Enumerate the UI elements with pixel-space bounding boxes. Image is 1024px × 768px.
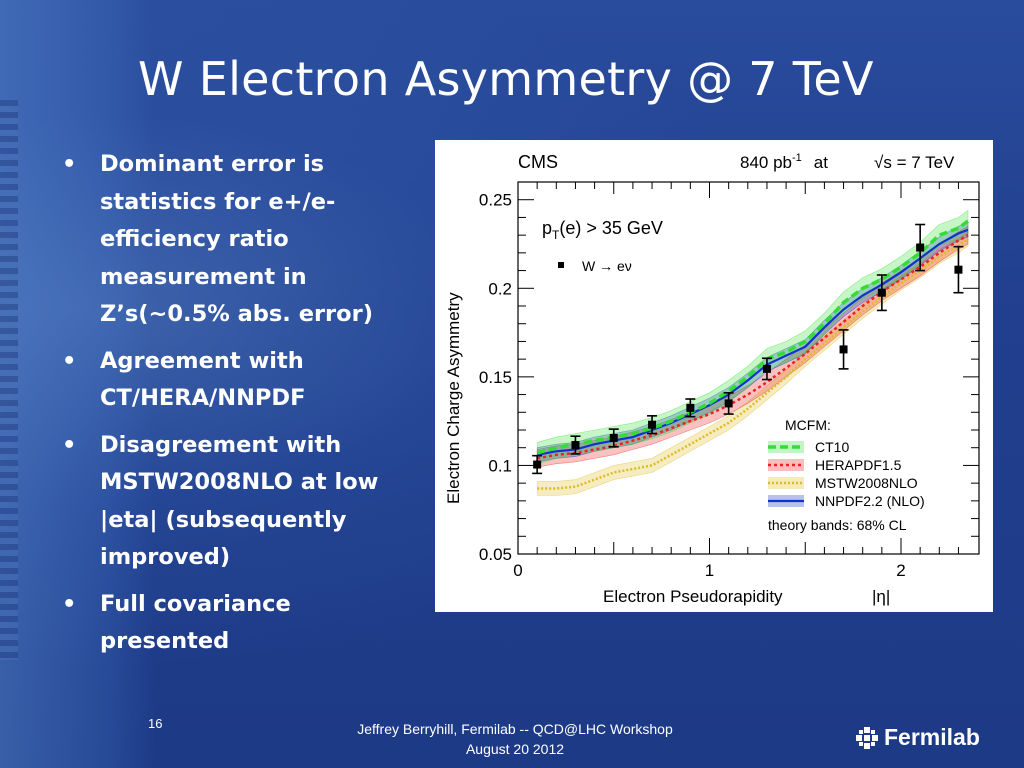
mcfm-title: MCFM: <box>785 417 831 433</box>
data-point <box>686 403 695 412</box>
asymmetry-chart: 0.05 0.1 0.15 0.2 0.25 0 1 2 CMS 840 pb-1 at √s … <box>444 152 980 606</box>
theory-legend: CT10 HERAPDF1.5 MSTW2008NLO NNPDF2.2 (NLO) <box>768 439 925 509</box>
y-tick-label: 0.05 <box>479 545 512 564</box>
footer-date: August 20 2012 <box>465 741 565 757</box>
data-point <box>609 433 618 442</box>
data-point <box>916 243 925 252</box>
data-legend-label: W → eν <box>582 258 632 274</box>
footer-author: Jeffrey Berryhill, Fermilab -- QCD@LHC W… <box>357 721 673 737</box>
bullet-icon: • <box>62 151 77 177</box>
energy-label: √s = 7 TeV <box>874 153 955 172</box>
background-light-band <box>0 0 155 768</box>
fermilab-logo: Fermilab <box>856 724 980 751</box>
x-axis-unit: |η| <box>872 587 890 606</box>
bullet-text: Disagreement with MSTW2008NLO at low |et… <box>100 431 379 571</box>
footer: Jeffrey Berryhill, Fermilab -- QCD@LHC W… <box>310 719 720 759</box>
bullet-icon: • <box>62 431 77 458</box>
bullet-text: Dominant error is statistics for e+/e- e… <box>100 151 373 327</box>
theory-note: theory bands: 68% CL <box>768 517 907 533</box>
slide-title: W Electron Asymmetry @ 7 TeV <box>138 52 874 106</box>
cut-label: pT(e) > 35 GeV <box>542 218 663 242</box>
y-tick-label: 0.15 <box>479 368 512 387</box>
data-point <box>877 288 886 297</box>
data-point <box>571 441 580 450</box>
band-mstw2008nlo <box>536 231 969 496</box>
page-number: 16 <box>148 716 163 731</box>
y-tick-label: 0.2 <box>488 279 512 298</box>
legend-label: HERAPDF1.5 <box>815 457 902 473</box>
background-left-stripe <box>0 100 18 660</box>
bullet-item: • Agreement with CT/HERA/NNPDF <box>62 343 382 418</box>
data-point <box>648 420 657 429</box>
bullet-icon: • <box>62 590 77 617</box>
chart-panel: 0.05 0.1 0.15 0.2 0.25 0 1 2 CMS 840 pb-1 at √s … <box>435 140 993 612</box>
x-axis-label: Electron Pseudorapidity <box>603 587 783 606</box>
axes: 0.05 0.1 0.15 0.2 0.25 0 1 2 <box>479 182 979 580</box>
legend-label: CT10 <box>815 439 849 455</box>
theory-bands <box>536 209 969 496</box>
bullet-text: Agreement with CT/HERA/NNPDF <box>100 347 306 412</box>
data-points <box>532 223 964 475</box>
x-tick-label: 1 <box>705 561 714 580</box>
data-point <box>533 460 542 469</box>
bullet-icon: • <box>62 347 77 374</box>
bullet-item: • Full covariance presented <box>62 586 382 661</box>
bullet-item: • Dominant error is statistics for e+/e- … <box>62 146 382 334</box>
luminosity-label: 840 pb-1 at <box>740 152 828 172</box>
experiment-label: CMS <box>518 152 558 172</box>
legend-label: NNPDF2.2 (NLO) <box>815 493 925 509</box>
y-axis-label: Electron Charge Asymmetry <box>444 292 463 504</box>
band-ct10 <box>536 209 969 465</box>
logo-text: Fermilab <box>884 724 980 750</box>
bullet-list: • Dominant error is statistics for e+/e- … <box>62 146 382 670</box>
legend-label: MSTW2008NLO <box>815 475 918 491</box>
y-tick-label: 0.25 <box>479 191 512 210</box>
fermilab-logo-icon <box>856 726 878 749</box>
y-tick-label: 0.1 <box>488 456 512 475</box>
plot-frame <box>517 181 980 555</box>
data-point <box>839 345 848 354</box>
bullet-text: Full covariance presented <box>100 590 291 655</box>
data-point <box>954 265 963 274</box>
data-legend-marker <box>558 262 564 268</box>
data-point <box>762 364 771 373</box>
bullet-item: • Disagreement with MSTW2008NLO at low |e… <box>62 427 382 577</box>
data-point <box>724 399 733 408</box>
x-tick-label: 2 <box>896 561 905 580</box>
x-tick-label: 0 <box>513 561 522 580</box>
